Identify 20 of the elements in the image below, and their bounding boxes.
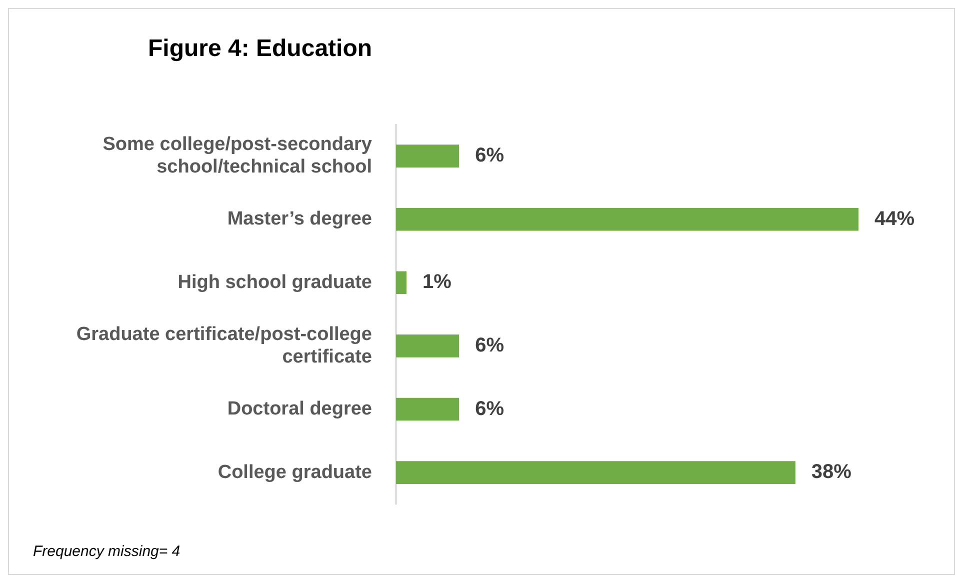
data-label: 6%	[475, 398, 504, 420]
bar	[396, 144, 460, 168]
y-tick-label: College graduate	[218, 462, 372, 483]
text: Frequency missing= 4	[33, 543, 180, 560]
y-tick-label: Master’s degree	[227, 208, 372, 230]
bar	[396, 271, 407, 294]
y-tick-label: Graduate certificate/post-college certificate	[76, 324, 372, 368]
y-tick-label: High school graduate	[178, 272, 372, 293]
chart-title: Figure 4: Education	[148, 35, 372, 63]
bar	[396, 334, 460, 358]
data-label: 1%	[422, 271, 452, 294]
y-tick-label: Doctoral degree	[227, 398, 372, 420]
data-label: 6%	[475, 144, 504, 167]
data-label: 44%	[874, 208, 915, 230]
data-label: 38%	[811, 461, 852, 484]
bar	[396, 461, 796, 484]
data-label: 6%	[475, 334, 504, 356]
bar	[396, 398, 460, 421]
bar	[396, 208, 858, 231]
y-tick-label: Some college/post-secondary school/technical school	[102, 134, 372, 178]
